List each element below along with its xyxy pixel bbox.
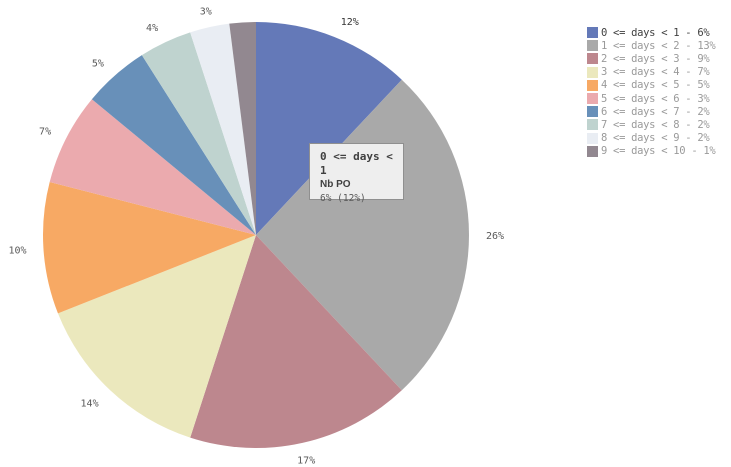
pie-slice[interactable] xyxy=(256,79,470,391)
chart-tooltip: 0 <= days < 1 Nb PO 6% (12%) xyxy=(309,143,404,204)
legend-label: 2 <= days < 3 - 9% xyxy=(601,52,710,65)
pie-slice[interactable] xyxy=(57,235,257,438)
legend-label: 5 <= days < 6 - 3% xyxy=(601,92,710,105)
chart-legend: 0 <= days < 1 - 6% 1 <= days < 2 - 13% 2… xyxy=(587,26,716,158)
legend-item[interactable]: 4 <= days < 5 - 5% xyxy=(587,79,715,92)
pie-slice[interactable] xyxy=(190,235,402,449)
slice-percent-label: 3% xyxy=(200,7,212,18)
slice-percent-label: 14% xyxy=(81,399,99,410)
legend-swatch xyxy=(587,106,598,118)
pie-slice[interactable] xyxy=(229,22,256,235)
slice-percent-label: 12% xyxy=(341,17,359,28)
legend-item[interactable]: 5 <= days < 6 - 3% xyxy=(587,92,715,105)
legend-item[interactable]: 3 <= days < 4 - 7% xyxy=(587,66,715,79)
legend-item[interactable]: 0 <= days < 1 - 6% xyxy=(587,26,715,39)
legend-swatch xyxy=(587,132,598,144)
slice-percent-label: 17% xyxy=(297,456,315,467)
legend-item[interactable]: 6 <= days < 7 - 2% xyxy=(587,105,715,118)
pie-slice[interactable] xyxy=(141,32,256,235)
legend-item[interactable]: 7 <= days < 8 - 2% xyxy=(587,118,715,131)
pie-slice[interactable] xyxy=(256,22,402,235)
legend-swatch xyxy=(587,27,598,39)
legend-swatch xyxy=(587,40,598,52)
legend-item[interactable]: 8 <= days < 9 - 2% xyxy=(587,132,715,145)
legend-swatch xyxy=(587,79,598,91)
pie-slice[interactable] xyxy=(91,55,256,235)
legend-swatch xyxy=(587,119,598,131)
legend-item[interactable]: 9 <= days < 10 - 1% xyxy=(587,145,716,158)
legend-label: 9 <= days < 10 - 1% xyxy=(601,145,716,158)
legend-swatch xyxy=(587,66,598,78)
pie-slice-labels: 12% 26% 17% 14% 10% 7% 5% 4% 3% xyxy=(8,7,504,467)
pie-slice[interactable] xyxy=(190,23,256,236)
slice-percent-label: 7% xyxy=(39,127,51,138)
legend-swatch xyxy=(587,53,598,65)
slice-percent-label: 4% xyxy=(146,23,158,34)
legend-label: 4 <= days < 5 - 5% xyxy=(601,79,710,92)
legend-label: 8 <= days < 9 - 2% xyxy=(601,132,710,145)
legend-label: 6 <= days < 7 - 2% xyxy=(601,105,710,118)
pie-slice[interactable] xyxy=(43,182,256,314)
slice-percent-label: 10% xyxy=(8,245,26,256)
tooltip-measure: Nb PO xyxy=(320,179,351,190)
legend-label: 7 <= days < 8 - 2% xyxy=(601,118,710,131)
legend-label: 1 <= days < 2 - 13% xyxy=(601,39,716,52)
legend-label: 0 <= days < 1 - 6% xyxy=(601,26,710,39)
pie-slice[interactable] xyxy=(49,99,256,235)
legend-label: 3 <= days < 4 - 7% xyxy=(601,66,710,79)
slice-percent-label: 5% xyxy=(92,59,104,70)
tooltip-value: 6% (12%) xyxy=(320,193,366,204)
slice-percent-label: 26% xyxy=(486,231,504,242)
legend-item[interactable]: 2 <= days < 3 - 9% xyxy=(587,52,715,65)
legend-swatch xyxy=(587,145,598,157)
pie-slices xyxy=(43,22,470,449)
legend-swatch xyxy=(587,93,598,105)
legend-item[interactable]: 1 <= days < 2 - 13% xyxy=(587,39,716,52)
tooltip-title: 0 <= days < 1 xyxy=(320,150,393,177)
